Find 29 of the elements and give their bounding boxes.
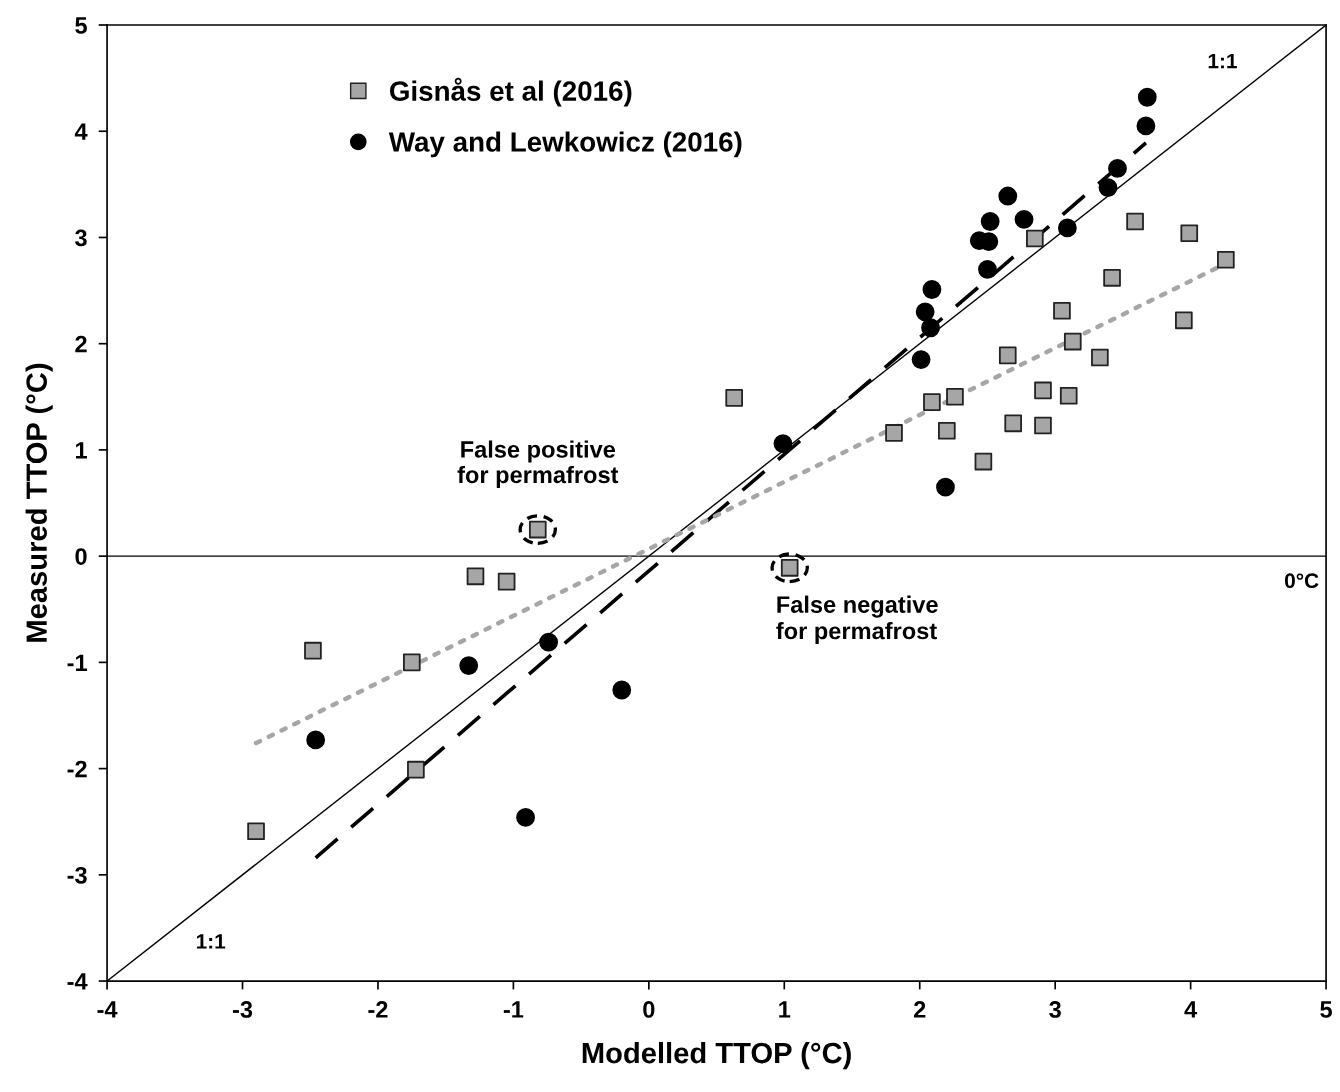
y-tick-label: 4 bbox=[74, 123, 88, 140]
x-tick-label: -3 bbox=[232, 1001, 253, 1018]
y-tick-label: 1 bbox=[75, 442, 87, 459]
annotation: 1:1 bbox=[196, 934, 226, 949]
x-tick-label: 4 bbox=[1184, 1001, 1198, 1018]
y-tick-label: 2 bbox=[75, 335, 87, 353]
y-tick-label: -4 bbox=[67, 973, 88, 990]
x-tick-label: -1 bbox=[503, 1001, 524, 1018]
y-axis-title: Measured TTOP (°C) bbox=[25, 363, 53, 642]
x-tick-label: -2 bbox=[368, 1001, 388, 1018]
x-tick-label: 5 bbox=[1320, 1001, 1332, 1018]
y-tick-label: 0 bbox=[75, 548, 87, 565]
ref-line-label: 0°C bbox=[1284, 573, 1319, 589]
legend-label: Way and Lewkowicz (2016) bbox=[388, 131, 742, 158]
x-tick-label: -4 bbox=[97, 1001, 118, 1018]
x-tick-label: 2 bbox=[913, 1001, 926, 1018]
y-tick-label: -1 bbox=[67, 654, 87, 671]
y-tick-label: 5 bbox=[75, 17, 87, 34]
x-tick-label: 0 bbox=[643, 1001, 655, 1018]
x-axis-title: Modelled TTOP (°C) bbox=[582, 1041, 851, 1070]
annotation: 1:1 bbox=[1208, 53, 1237, 69]
x-tick-label: 1 bbox=[779, 1001, 791, 1018]
annotation: False negative for permafrost bbox=[776, 595, 938, 645]
x-tick-label: 3 bbox=[1049, 1001, 1061, 1018]
y-tick-label: -3 bbox=[67, 866, 87, 884]
annotation: False positive for permafrost bbox=[457, 440, 619, 488]
y-tick-label: 3 bbox=[75, 229, 87, 247]
legend-label: Gisnås et al (2016) bbox=[389, 77, 632, 107]
y-tick-label: -2 bbox=[67, 760, 87, 778]
